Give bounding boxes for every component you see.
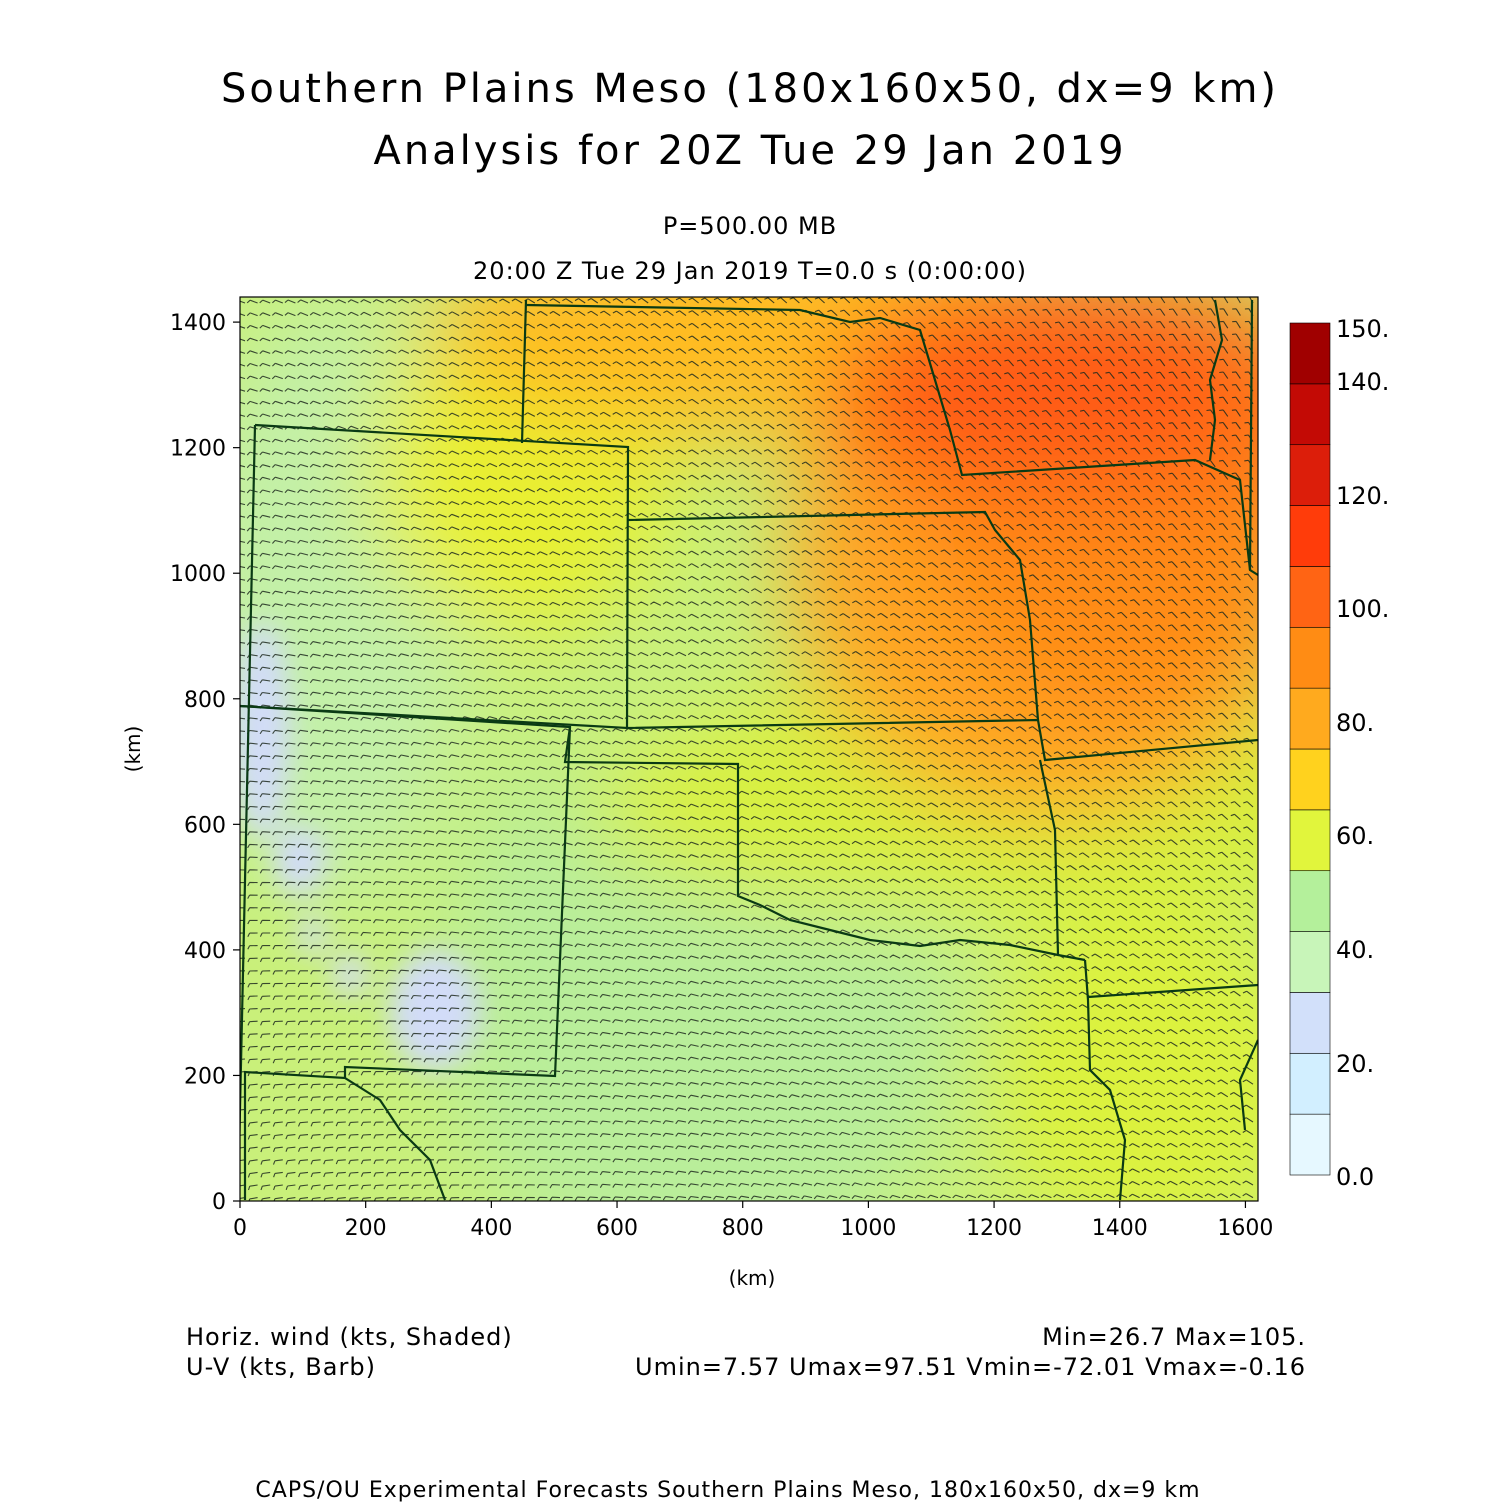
wind-speed-shading — [240, 297, 1258, 1201]
legend-uv-min-max: Umin=7.57 Umax=97.51 Vmin=-72.01 Vmax=-0… — [635, 1353, 1306, 1381]
y-axis-label: (km) — [121, 726, 145, 773]
x-tick-label: 1600 — [1217, 1216, 1273, 1241]
color-bar-segment — [1289, 687, 1331, 750]
x-tick-label: 1000 — [840, 1216, 896, 1241]
color-bar-label: 40. — [1336, 936, 1374, 964]
x-tick-label: 200 — [345, 1216, 387, 1241]
color-bar-label: 100. — [1336, 595, 1389, 623]
color-bar-segment — [1289, 566, 1331, 628]
x-tick-label: 1400 — [1092, 1216, 1148, 1241]
legend-min-max: Min=26.7 Max=105. — [1042, 1323, 1306, 1351]
legend-barb-field: U-V (kts, Barb) — [186, 1353, 376, 1381]
color-bar-segment — [1289, 931, 1331, 993]
legend-shaded-field: Horiz. wind (kts, Shaded) — [186, 1323, 513, 1351]
map-frame — [239, 296, 1259, 1202]
color-bar-label: 80. — [1336, 709, 1374, 737]
plot-title: Southern Plains Meso (180x160x50, dx=9 k… — [220, 66, 1280, 112]
color-bar-segment — [1289, 1052, 1331, 1115]
y-tick-label: 600 — [184, 813, 226, 838]
color-bar-segment — [1289, 870, 1331, 932]
y-tick-label: 200 — [184, 1064, 226, 1089]
color-bar-segment — [1289, 322, 1331, 385]
state-borders — [240, 299, 1258, 1201]
color-bar-label: 140. — [1336, 368, 1389, 396]
color-bar-segment — [1289, 626, 1331, 689]
valid-time: 20:00 Z Tue 29 Jan 2019 T=0.0 s (0:00:00… — [473, 257, 1027, 285]
plot-subtitle: Analysis for 20Z Tue 29 Jan 2019 — [373, 128, 1127, 174]
color-bar-segment — [1289, 444, 1331, 506]
x-tick-label: 0 — [233, 1216, 247, 1241]
color-bar-label: 150. — [1336, 315, 1389, 343]
color-bar-label: 0.0 — [1336, 1163, 1374, 1191]
color-bar-label: 20. — [1336, 1050, 1374, 1078]
x-axis-label: (km) — [729, 1266, 776, 1290]
x-tick-label: 400 — [470, 1216, 512, 1241]
color-bar-segment — [1289, 505, 1331, 567]
pressure-level: P=500.00 MB — [662, 212, 838, 240]
x-tick-label: 800 — [722, 1216, 764, 1241]
y-axis: 0 200 400 600 800 1000 1200 1400 — [170, 311, 240, 1215]
y-tick-label: 400 — [184, 939, 226, 964]
color-bar-segment — [1289, 383, 1331, 446]
color-bar-segment — [1289, 809, 1331, 872]
color-bar-label: 60. — [1336, 822, 1374, 850]
color-bar-label: 120. — [1336, 482, 1389, 510]
y-tick-label: 1200 — [170, 437, 226, 462]
x-axis: 0 200 400 600 800 1000 1200 1400 1600 — [233, 1201, 1273, 1241]
color-bar-segment — [1289, 748, 1331, 811]
color-bar-segment — [1289, 992, 1331, 1054]
y-tick-label: 1000 — [170, 562, 226, 587]
x-tick-label: 1200 — [966, 1216, 1022, 1241]
y-tick-label: 800 — [184, 688, 226, 713]
color-bar-segment — [1289, 1113, 1331, 1176]
color-bar: 150. 140. 120. 100. 80. 60. 40. 20. 0.0 — [1289, 315, 1389, 1191]
y-tick-label: 0 — [212, 1190, 226, 1215]
y-tick-label: 1400 — [170, 311, 226, 336]
footer-credit: CAPS/OU Experimental Forecasts Southern … — [255, 1478, 1201, 1503]
x-tick-label: 600 — [596, 1216, 638, 1241]
